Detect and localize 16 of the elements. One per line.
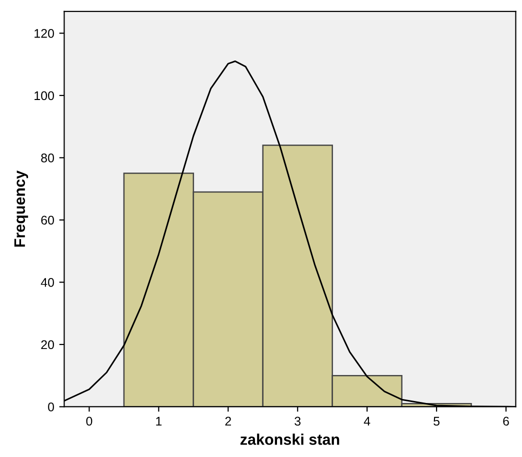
y-tick-label: 80 [41, 154, 54, 162]
x-tick-label: 2 [225, 416, 231, 426]
y-tick-label: 120 [34, 29, 54, 38]
x-axis-title: zakonski stan [240, 434, 340, 445]
y-tick-label: 40 [40, 278, 54, 287]
y-tick-label: 100 [34, 91, 54, 100]
x-tick-label: 5 [434, 416, 440, 426]
y-tick-label: 20 [41, 340, 54, 350]
y-tick-label: 60 [41, 216, 54, 225]
y-tick-label: 0 [48, 402, 54, 412]
x-tick-label: 3 [294, 416, 301, 426]
y-axis-title: Frequency [14, 170, 28, 247]
x-tick-label: 0 [86, 416, 92, 426]
x-tick-label: 4 [364, 416, 370, 426]
x-tick-label: 1 [156, 416, 162, 426]
x-tick-label: 6 [503, 416, 509, 426]
